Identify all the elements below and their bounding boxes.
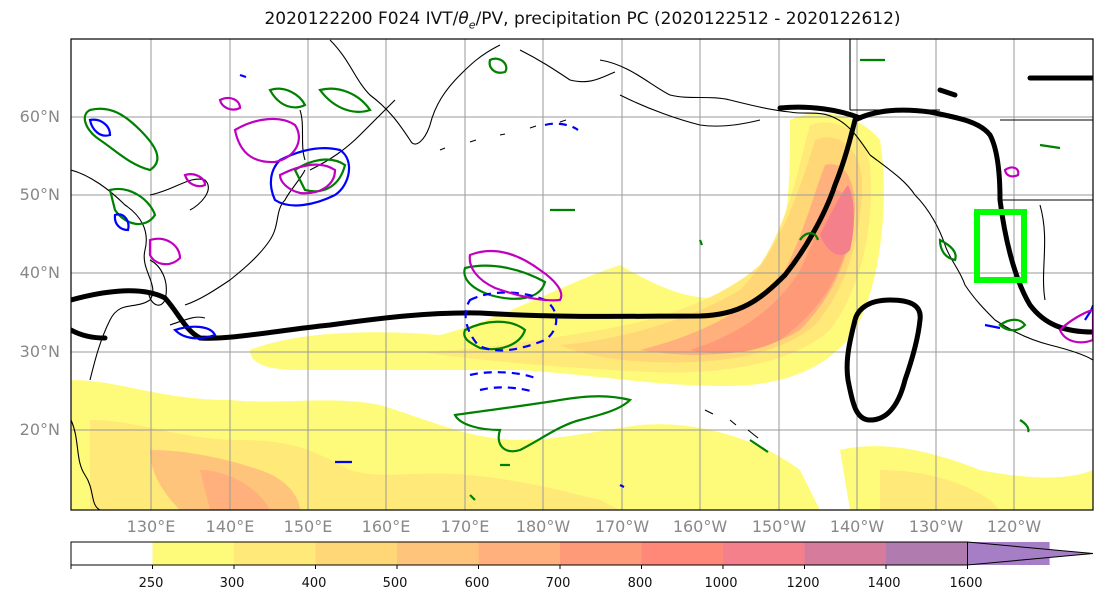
- lat-label: 40°N: [19, 263, 60, 282]
- colorbar-swatch: [478, 542, 561, 565]
- lon-label: 180°W: [515, 517, 571, 536]
- colorbar-tick-label: 1000: [704, 576, 738, 591]
- colorbar-swatch: [641, 542, 724, 565]
- lon-label: 140°W: [829, 517, 885, 536]
- colorbar-extend-arrow: [967, 541, 1094, 566]
- precip-contours: [148, 96, 1093, 344]
- theta-e-contours: [71, 75, 1093, 423]
- colorbar: [70, 541, 1094, 569]
- map-title: 2020122200 F024 IVT/θe/PV, precipitation…: [264, 9, 901, 32]
- lon-label: 120°W: [986, 517, 1042, 536]
- colorbar-swatch: [234, 542, 317, 565]
- lon-label: 130°W: [908, 517, 964, 536]
- lon-label: 150°W: [751, 517, 807, 536]
- colorbar-tick-label: 1200: [786, 576, 820, 591]
- colorbar-tick-label: 700: [545, 576, 571, 591]
- colorbar-swatch: [71, 542, 154, 565]
- graticule: [71, 39, 1093, 510]
- lon-label: 130°E: [126, 517, 176, 536]
- colorbar-tick-label: 500: [382, 576, 408, 591]
- colorbar-tick-label: 600: [464, 576, 490, 591]
- pv-contours: [83, 57, 1093, 501]
- colorbar-tick-label: 1400: [867, 576, 901, 591]
- colorbar-swatch: [152, 542, 235, 565]
- colorbar-swatch: [560, 542, 643, 565]
- colorbar-tick-label: 400: [301, 576, 327, 591]
- lon-label: 140°E: [205, 517, 255, 536]
- colorbar-swatch: [723, 542, 806, 565]
- lon-label: 160°W: [672, 517, 728, 536]
- lat-label: 60°N: [19, 107, 60, 126]
- lon-label: 170°W: [594, 517, 650, 536]
- colorbar-tick-label: 250: [138, 576, 164, 591]
- coastlines: [71, 39, 1093, 510]
- lat-label: 20°N: [19, 420, 60, 439]
- lat-label: 30°N: [19, 342, 60, 361]
- colorbar-frame: [70, 541, 968, 566]
- colorbar-swatch: [886, 542, 969, 565]
- colorbar-swatch: [397, 542, 480, 565]
- lon-label: 150°E: [283, 517, 333, 536]
- colorbar-tick-label: 300: [219, 576, 245, 591]
- ivt-shading: [71, 112, 1093, 510]
- colorbar-swatch: [804, 542, 887, 565]
- lat-label: 50°N: [19, 185, 60, 204]
- lon-label: 160°E: [361, 517, 411, 536]
- colorbar-swatch: [315, 542, 398, 565]
- region-box: [974, 209, 1027, 283]
- lon-label: 170°E: [440, 517, 490, 536]
- colorbar-tick-label: 1600: [949, 576, 983, 591]
- colorbar-tick-label: 800: [627, 576, 653, 591]
